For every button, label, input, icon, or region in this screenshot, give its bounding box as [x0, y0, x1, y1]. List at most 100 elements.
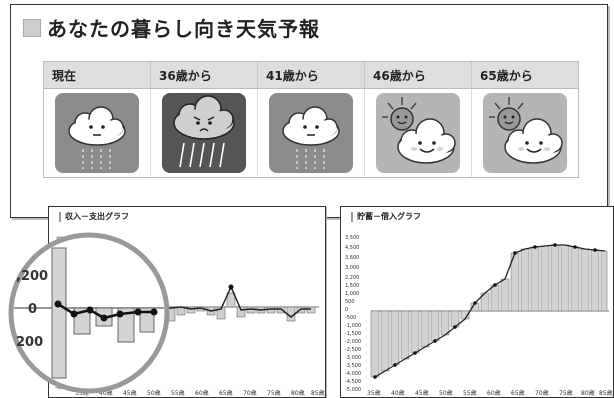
point [533, 245, 537, 249]
point [150, 308, 158, 316]
y-tick: -5,000 [345, 387, 361, 393]
point [86, 306, 94, 314]
y-tick: 2,200 [345, 275, 359, 281]
bar [530, 246, 540, 312]
sunny-cloud-icon [376, 93, 460, 173]
y-tick: -3,500 [345, 363, 361, 369]
y-tick: 0 [345, 307, 348, 313]
bar [186, 306, 196, 314]
savings-chart-title-row: 貯蓄－借入グラフ [351, 211, 421, 222]
column-header-46: 46歳から [365, 62, 472, 88]
x-tick: 80歳 [581, 389, 595, 397]
point [473, 301, 477, 305]
forecast-cell-36 [151, 89, 258, 177]
forecast-card: あなたの暮らし向き天気予報 現在 36歳から 41歳から 46歳から 65歳から [10, 4, 608, 218]
y-tick: 500 [345, 299, 355, 305]
rain-cloud-icon [55, 93, 139, 173]
bar [306, 306, 316, 314]
income-chart-title-row: 収入－支出グラフ [59, 211, 129, 222]
bar [139, 307, 155, 333]
y-tick: -500 [345, 315, 356, 321]
bar [236, 306, 246, 318]
bar [380, 310, 390, 372]
x-tick: 45歳 [123, 389, 137, 397]
x-tick: 65歳 [219, 389, 233, 397]
bar [570, 246, 580, 312]
savings-chart: 3,500 4,500 3,600 3,000 2,200 1,500 1,00… [345, 235, 613, 397]
sunny-cloud-icon [483, 93, 567, 173]
x-tick: 45歳 [415, 389, 429, 397]
point [433, 339, 437, 343]
forecast-table: 現在 36歳から 41歳から 46歳から 65歳から [43, 61, 579, 178]
y-tick: -1,500 [345, 331, 361, 337]
point [373, 375, 377, 379]
x-tick: 80歳 [291, 389, 305, 397]
x-tick: 75歳 [559, 389, 573, 397]
bar [370, 310, 380, 378]
zoom-y-label: 200 [16, 335, 43, 350]
income-chart-title: 収入－支出グラフ [65, 212, 129, 221]
forecast-icon-row [44, 89, 578, 177]
bar [560, 244, 570, 312]
zoom-y-label: 0 [28, 302, 37, 317]
x-tick: 70歳 [243, 389, 257, 397]
forecast-cell-46 [365, 89, 472, 177]
point [116, 310, 124, 318]
bar [550, 244, 560, 312]
point [100, 314, 108, 322]
y-tick: -2,000 [345, 339, 361, 345]
point [493, 283, 497, 287]
title-bar-icon [351, 211, 353, 222]
bar [420, 310, 430, 348]
bar [580, 248, 590, 312]
y-tick: 3,600 [345, 255, 359, 261]
bar [410, 310, 420, 354]
y-tick: 1,000 [345, 291, 359, 297]
x-tick: 75歳 [267, 389, 281, 397]
y-tick: 4,500 [345, 245, 359, 251]
point [393, 363, 397, 367]
column-header-41: 41歳から [258, 62, 365, 88]
x-tick: 60歳 [487, 389, 501, 397]
x-tick: 50歳 [147, 389, 161, 397]
y-tick: 1,500 [345, 283, 359, 289]
forecast-header: あなたの暮らし向き天気予報 [23, 13, 320, 42]
bar [490, 284, 500, 312]
column-header-now: 現在 [44, 62, 151, 88]
bar [500, 278, 510, 312]
y-tick: -2,500 [345, 347, 361, 353]
y-tick: -4,000 [345, 371, 361, 377]
forecast-cell-now [44, 89, 151, 177]
point [54, 300, 62, 308]
heavy-rain-cloud-icon [162, 93, 246, 173]
bar [51, 247, 67, 379]
bar [430, 310, 440, 342]
point [453, 325, 457, 329]
bar [520, 248, 530, 312]
x-tick: 50歳 [439, 389, 453, 397]
bar [390, 310, 400, 366]
bar [400, 310, 410, 360]
bar [440, 310, 450, 336]
x-tick: 55歳 [171, 389, 185, 397]
page-title: あなたの暮らし向き天気予報 [47, 17, 320, 41]
x-tick: 60歳 [195, 389, 209, 397]
zoom-y-label: ,200 [16, 269, 48, 284]
point [593, 248, 597, 252]
forecast-table-header: 現在 36歳から 41歳から 46歳から 65歳から [44, 62, 578, 89]
point [573, 245, 577, 249]
zoom-magnifier: ,200 0 200 [8, 232, 170, 394]
column-header-65: 65歳から [480, 68, 533, 83]
title-square-icon [23, 18, 41, 37]
x-tick: 85歳 [599, 389, 613, 397]
y-tick: -3,000 [345, 355, 361, 361]
bar [590, 249, 600, 312]
savings-chart-panel: 貯蓄－借入グラフ 3,500 4,500 3,600 3,000 2,200 1… [340, 206, 614, 398]
title-bar-icon [59, 211, 61, 222]
point [70, 310, 78, 318]
point [553, 243, 557, 247]
x-tick: 40歳 [391, 389, 405, 397]
x-tick: 40歳 [99, 389, 113, 397]
bar [216, 306, 226, 320]
point [513, 251, 517, 255]
